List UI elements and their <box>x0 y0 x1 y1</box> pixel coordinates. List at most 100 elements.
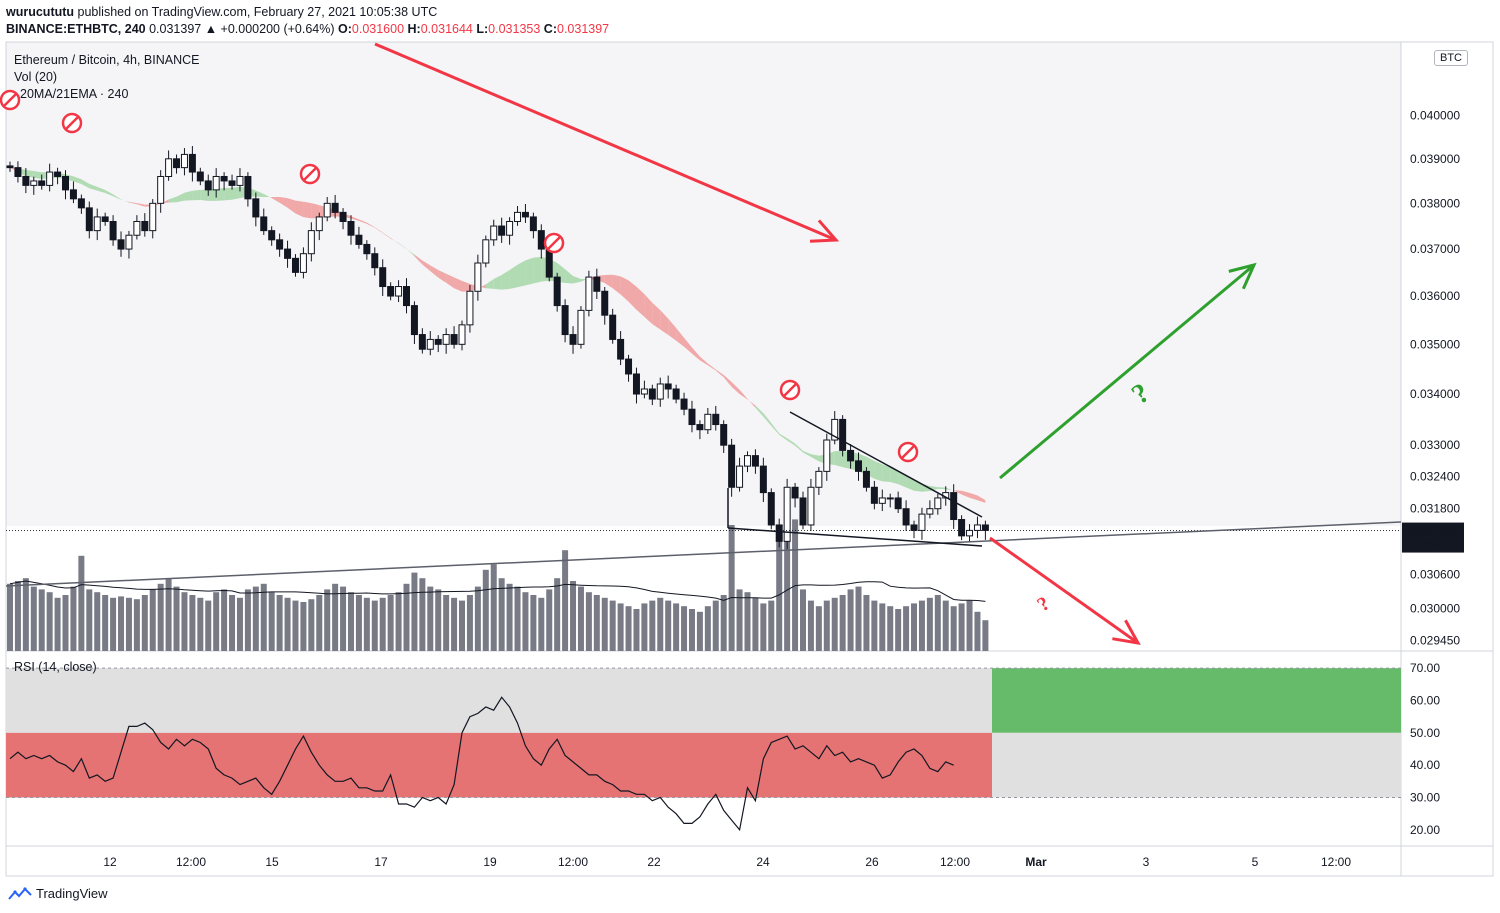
candle-body <box>299 253 307 273</box>
volume-bar <box>688 609 695 651</box>
volume-bar <box>570 581 577 651</box>
volume-bar <box>903 606 910 651</box>
ma-cloud-segment <box>676 327 685 347</box>
ma-cloud-segment <box>715 369 724 378</box>
volume-bar <box>657 597 664 651</box>
volume-bar <box>244 589 251 651</box>
volume-bar <box>514 586 521 651</box>
candle-body <box>831 418 839 441</box>
volume-bar <box>387 595 394 651</box>
ma-cloud-segment <box>113 194 122 200</box>
candle-body <box>934 497 942 510</box>
candle-body <box>680 398 688 410</box>
volume-bar <box>871 600 878 651</box>
candle-body <box>973 524 981 531</box>
candle-body <box>458 324 466 345</box>
ma-cloud-segment <box>573 275 581 284</box>
time-tick-label: 12:00 <box>558 855 588 869</box>
volume-bar <box>435 589 442 651</box>
candle-body <box>498 225 506 236</box>
ohlc-high-value: 0.031644 <box>420 22 473 36</box>
ma-cloud-segment <box>350 216 359 221</box>
candle-body <box>894 497 902 510</box>
ma-cloud-segment <box>208 188 217 201</box>
ma-cloud-segment <box>366 222 375 228</box>
volume-bar <box>355 595 362 651</box>
candle-body <box>252 198 260 218</box>
candle-body <box>506 220 514 236</box>
candle-body <box>664 383 672 390</box>
ohlc-open-label: O: <box>338 22 352 36</box>
candle-body <box>886 497 894 500</box>
ma-cloud-segment <box>374 227 383 234</box>
volume-bar <box>958 603 965 651</box>
volume-bar <box>260 583 267 651</box>
candle-body <box>688 408 696 426</box>
author-name[interactable]: wurucututu <box>6 5 75 19</box>
volume-bar <box>340 586 347 651</box>
ma-cloud-segment <box>604 274 613 289</box>
ma-cloud-segment <box>684 337 692 354</box>
candle-body <box>220 175 228 182</box>
candle-body <box>157 175 165 204</box>
candle-body <box>244 175 252 200</box>
ma-cloud-segment <box>263 194 272 199</box>
candle-body <box>212 175 220 191</box>
volume-bar <box>149 589 156 651</box>
candle-body <box>728 444 736 488</box>
time-tick-label: 5 <box>1252 855 1259 869</box>
volume-bar <box>720 595 727 651</box>
ma-cloud-segment <box>755 405 764 417</box>
candle-body <box>553 276 561 307</box>
tradingview-logo-icon <box>8 886 32 900</box>
ma-cloud-segment <box>73 176 82 185</box>
volume-bar <box>324 589 331 651</box>
currency-badge[interactable]: BTC <box>1434 50 1468 66</box>
candle-body <box>902 508 910 526</box>
time-tick-label: 12:00 <box>176 855 206 869</box>
brand[interactable]: TradingView <box>8 886 108 901</box>
brand-label: TradingView <box>36 886 108 901</box>
legend-ma[interactable]: 20MA/21EMA · 240 <box>20 87 129 101</box>
candle-body <box>331 202 339 213</box>
volume-bar <box>704 606 711 651</box>
rejection-icon-slash <box>783 383 797 397</box>
volume-bar <box>14 581 21 651</box>
candle-body <box>648 388 656 400</box>
volume-bar <box>577 586 584 651</box>
volume-bar <box>189 595 196 651</box>
ma-cloud-segment <box>33 170 42 180</box>
ma-cloud-segment <box>271 197 280 203</box>
candle-body <box>46 171 54 186</box>
candle-body <box>38 180 46 186</box>
ma-cloud-segment <box>160 199 169 204</box>
legend-rsi[interactable]: RSI (14, close) <box>14 660 97 674</box>
ohlc-close-label: C: <box>543 22 557 36</box>
ma-cloud-segment <box>438 270 447 283</box>
legend-title[interactable]: Ethereum / Bitcoin, 4h, BINANCE <box>14 53 200 67</box>
publisher-line: wurucututu published on TradingView.com,… <box>6 5 437 19</box>
volume-bar <box>831 597 838 651</box>
candle-body <box>775 524 783 542</box>
ma-cloud-segment <box>834 451 843 468</box>
ma-cloud-segment <box>168 196 177 203</box>
candle-body <box>601 290 609 316</box>
volume-bar <box>451 597 458 651</box>
candle-body <box>862 470 870 488</box>
volume-bar <box>546 589 553 651</box>
volume-bar <box>133 599 140 651</box>
candle-body <box>355 234 363 245</box>
legend-volume[interactable]: Vol (20) <box>14 70 58 84</box>
volume-bar <box>752 597 759 651</box>
candle-body <box>870 486 878 504</box>
rsi-band-upper <box>6 668 992 733</box>
ma-cloud-segment <box>525 257 534 286</box>
ma-cloud-segment <box>398 242 407 249</box>
ma-cloud-segment <box>699 356 708 366</box>
volume-bar <box>585 592 592 651</box>
ma-cloud-segment <box>430 265 439 278</box>
rsi-green-zone <box>992 668 1401 733</box>
volume-bar <box>173 586 180 651</box>
volume-bar <box>926 597 933 651</box>
